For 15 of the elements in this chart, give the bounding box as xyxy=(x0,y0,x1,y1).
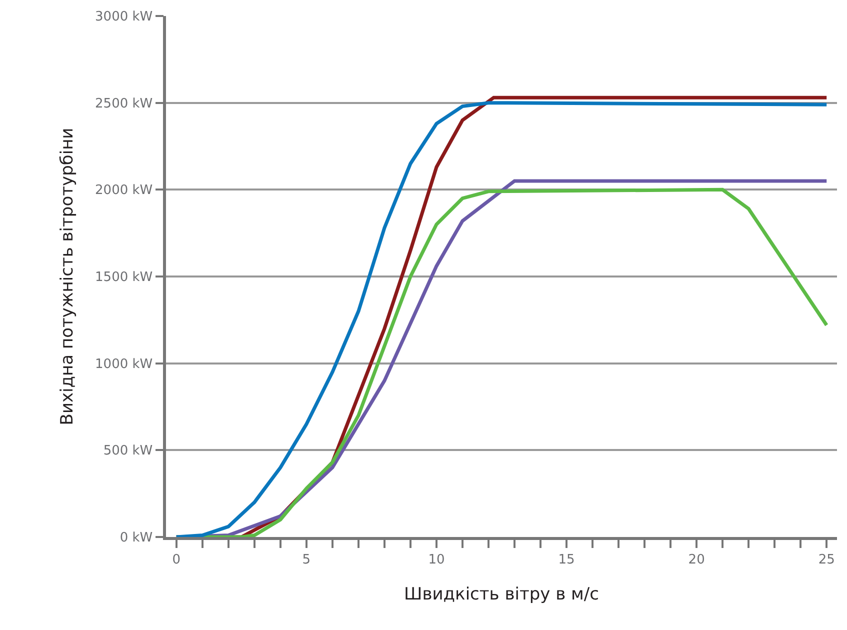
x-tick-label: 20 xyxy=(688,552,705,568)
x-tick-label: 5 xyxy=(302,552,311,568)
y-tick-label: 1500 kW xyxy=(95,270,153,286)
y-axis-title: Вихідна потужність вітротурбіни xyxy=(58,128,78,426)
x-tick-label: 10 xyxy=(428,552,445,568)
x-tick-label: 25 xyxy=(818,552,835,568)
y-tick-label: 3000 kW xyxy=(95,10,153,25)
y-tick-label: 2500 kW xyxy=(95,96,153,112)
y-tick-label: 500 kW xyxy=(103,444,153,459)
y-tick-label: 0 kW xyxy=(120,530,153,546)
y-tick-label: 1000 kW xyxy=(95,356,153,372)
x-tick-label: 15 xyxy=(558,552,575,568)
y-tick-label: 2000 kW xyxy=(95,183,153,198)
x-axis-title: Швидкість вітру в м/с xyxy=(404,584,599,605)
x-tick-label: 0 xyxy=(172,552,181,568)
